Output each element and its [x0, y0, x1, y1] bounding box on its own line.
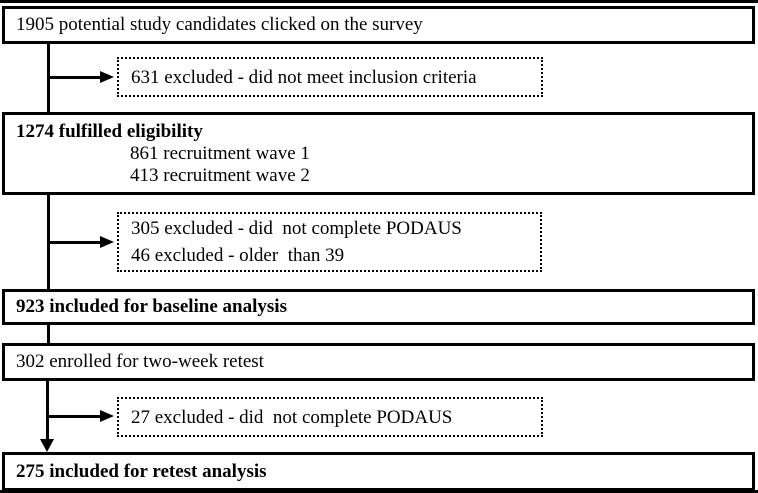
box-retest-final-label: 275 included for retest analysis — [16, 460, 267, 482]
excluded-retest-label: 27 excluded - did not complete PODAUS — [131, 406, 453, 428]
arrow-shaft-excluded-retest — [48, 415, 101, 418]
box-eligible-wave1: 861 recruitment wave 1 — [130, 143, 310, 164]
excluded-baseline-line2: 46 excluded - older than 39 — [131, 245, 345, 266]
right-arrowhead-icon — [100, 236, 114, 248]
box-eligible-title: 1274 fulfilled eligibility — [16, 121, 203, 142]
right-arrowhead-icon — [100, 71, 114, 83]
arrow-shaft-excluded-baseline — [49, 241, 101, 244]
box-excluded-screening: 631 excluded - did not meet inclusion cr… — [117, 57, 543, 97]
box-retest-final: 275 included for retest analysis — [2, 452, 755, 491]
box-baseline: 923 included for baseline analysis — [2, 289, 755, 325]
down-arrowhead-icon — [40, 439, 54, 452]
arrow-shaft-excluded-screening — [49, 76, 101, 79]
box-baseline-label: 923 included for baseline analysis — [16, 296, 287, 317]
box-eligible-wave2: 413 recruitment wave 2 — [130, 165, 310, 186]
connector-retest-final — [46, 381, 49, 440]
connector-candidates-eligible — [47, 41, 50, 112]
right-arrowhead-icon — [100, 410, 114, 422]
box-candidates: 1905 potential study candidates clicked … — [2, 6, 755, 44]
box-excluded-baseline: 305 excluded - did not complete PODAUS 4… — [117, 212, 542, 272]
box-retest-enrolled: 302 enrolled for two-week retest — [2, 343, 755, 381]
box-candidates-label: 1905 potential study candidates clicked … — [16, 14, 423, 35]
box-retest-enrolled-label: 302 enrolled for two-week retest — [16, 351, 264, 372]
excluded-baseline-line1: 305 excluded - did not complete PODAUS — [131, 218, 462, 239]
box-eligible: 1274 fulfilled eligibility 861 recruitme… — [2, 112, 755, 195]
connector-eligible-baseline — [47, 195, 50, 289]
connector-baseline-retest — [47, 325, 50, 343]
figure-top-rule — [0, 0, 758, 3]
figure-bottom-rule — [0, 490, 758, 493]
excluded-screening-label: 631 excluded - did not meet inclusion cr… — [131, 66, 477, 88]
box-excluded-retest: 27 excluded - did not complete PODAUS — [117, 397, 543, 437]
